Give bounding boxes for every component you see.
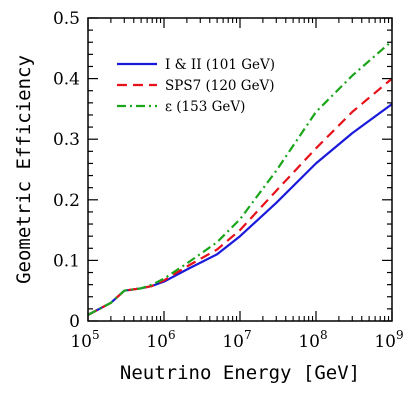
series-layer xyxy=(87,40,393,316)
legend-label-1: I & II (101 GeV) xyxy=(165,57,275,73)
legend-label-3: ε (153 GeV) xyxy=(165,99,245,115)
y-tick-label: 0.2 xyxy=(53,191,80,211)
legend-label-2: SPS7 (120 GeV) xyxy=(165,78,275,94)
x-tick-label: 105 xyxy=(70,328,99,352)
y-tick-label: 0 xyxy=(69,312,80,332)
x-tick-label: 106 xyxy=(146,328,175,352)
x-tick-label: 108 xyxy=(298,328,327,352)
series-line-1 xyxy=(87,103,393,316)
series-line-3 xyxy=(87,40,393,316)
y-tick-label: 0.3 xyxy=(53,130,80,150)
tick-labels-layer: 0 0.1 0.2 0.3 0.4 0.5 105 106 107 108 109 xyxy=(53,9,404,352)
y-tick-label: 0.5 xyxy=(53,9,80,29)
legend: I & II (101 GeV) SPS7 (120 GeV) ε (153 GeV… xyxy=(117,57,275,115)
ticks-layer xyxy=(87,17,393,322)
series-line-2 xyxy=(87,77,393,316)
x-axis-title: Neutrino Energy [GeV] xyxy=(120,362,360,384)
x-tick-label: 109 xyxy=(374,328,403,352)
y-axis-title: Geometric Efficiency xyxy=(13,55,35,284)
x-tick-label: 107 xyxy=(222,328,251,352)
y-tick-label: 0.1 xyxy=(53,251,80,271)
y-tick-label: 0.4 xyxy=(53,70,80,90)
